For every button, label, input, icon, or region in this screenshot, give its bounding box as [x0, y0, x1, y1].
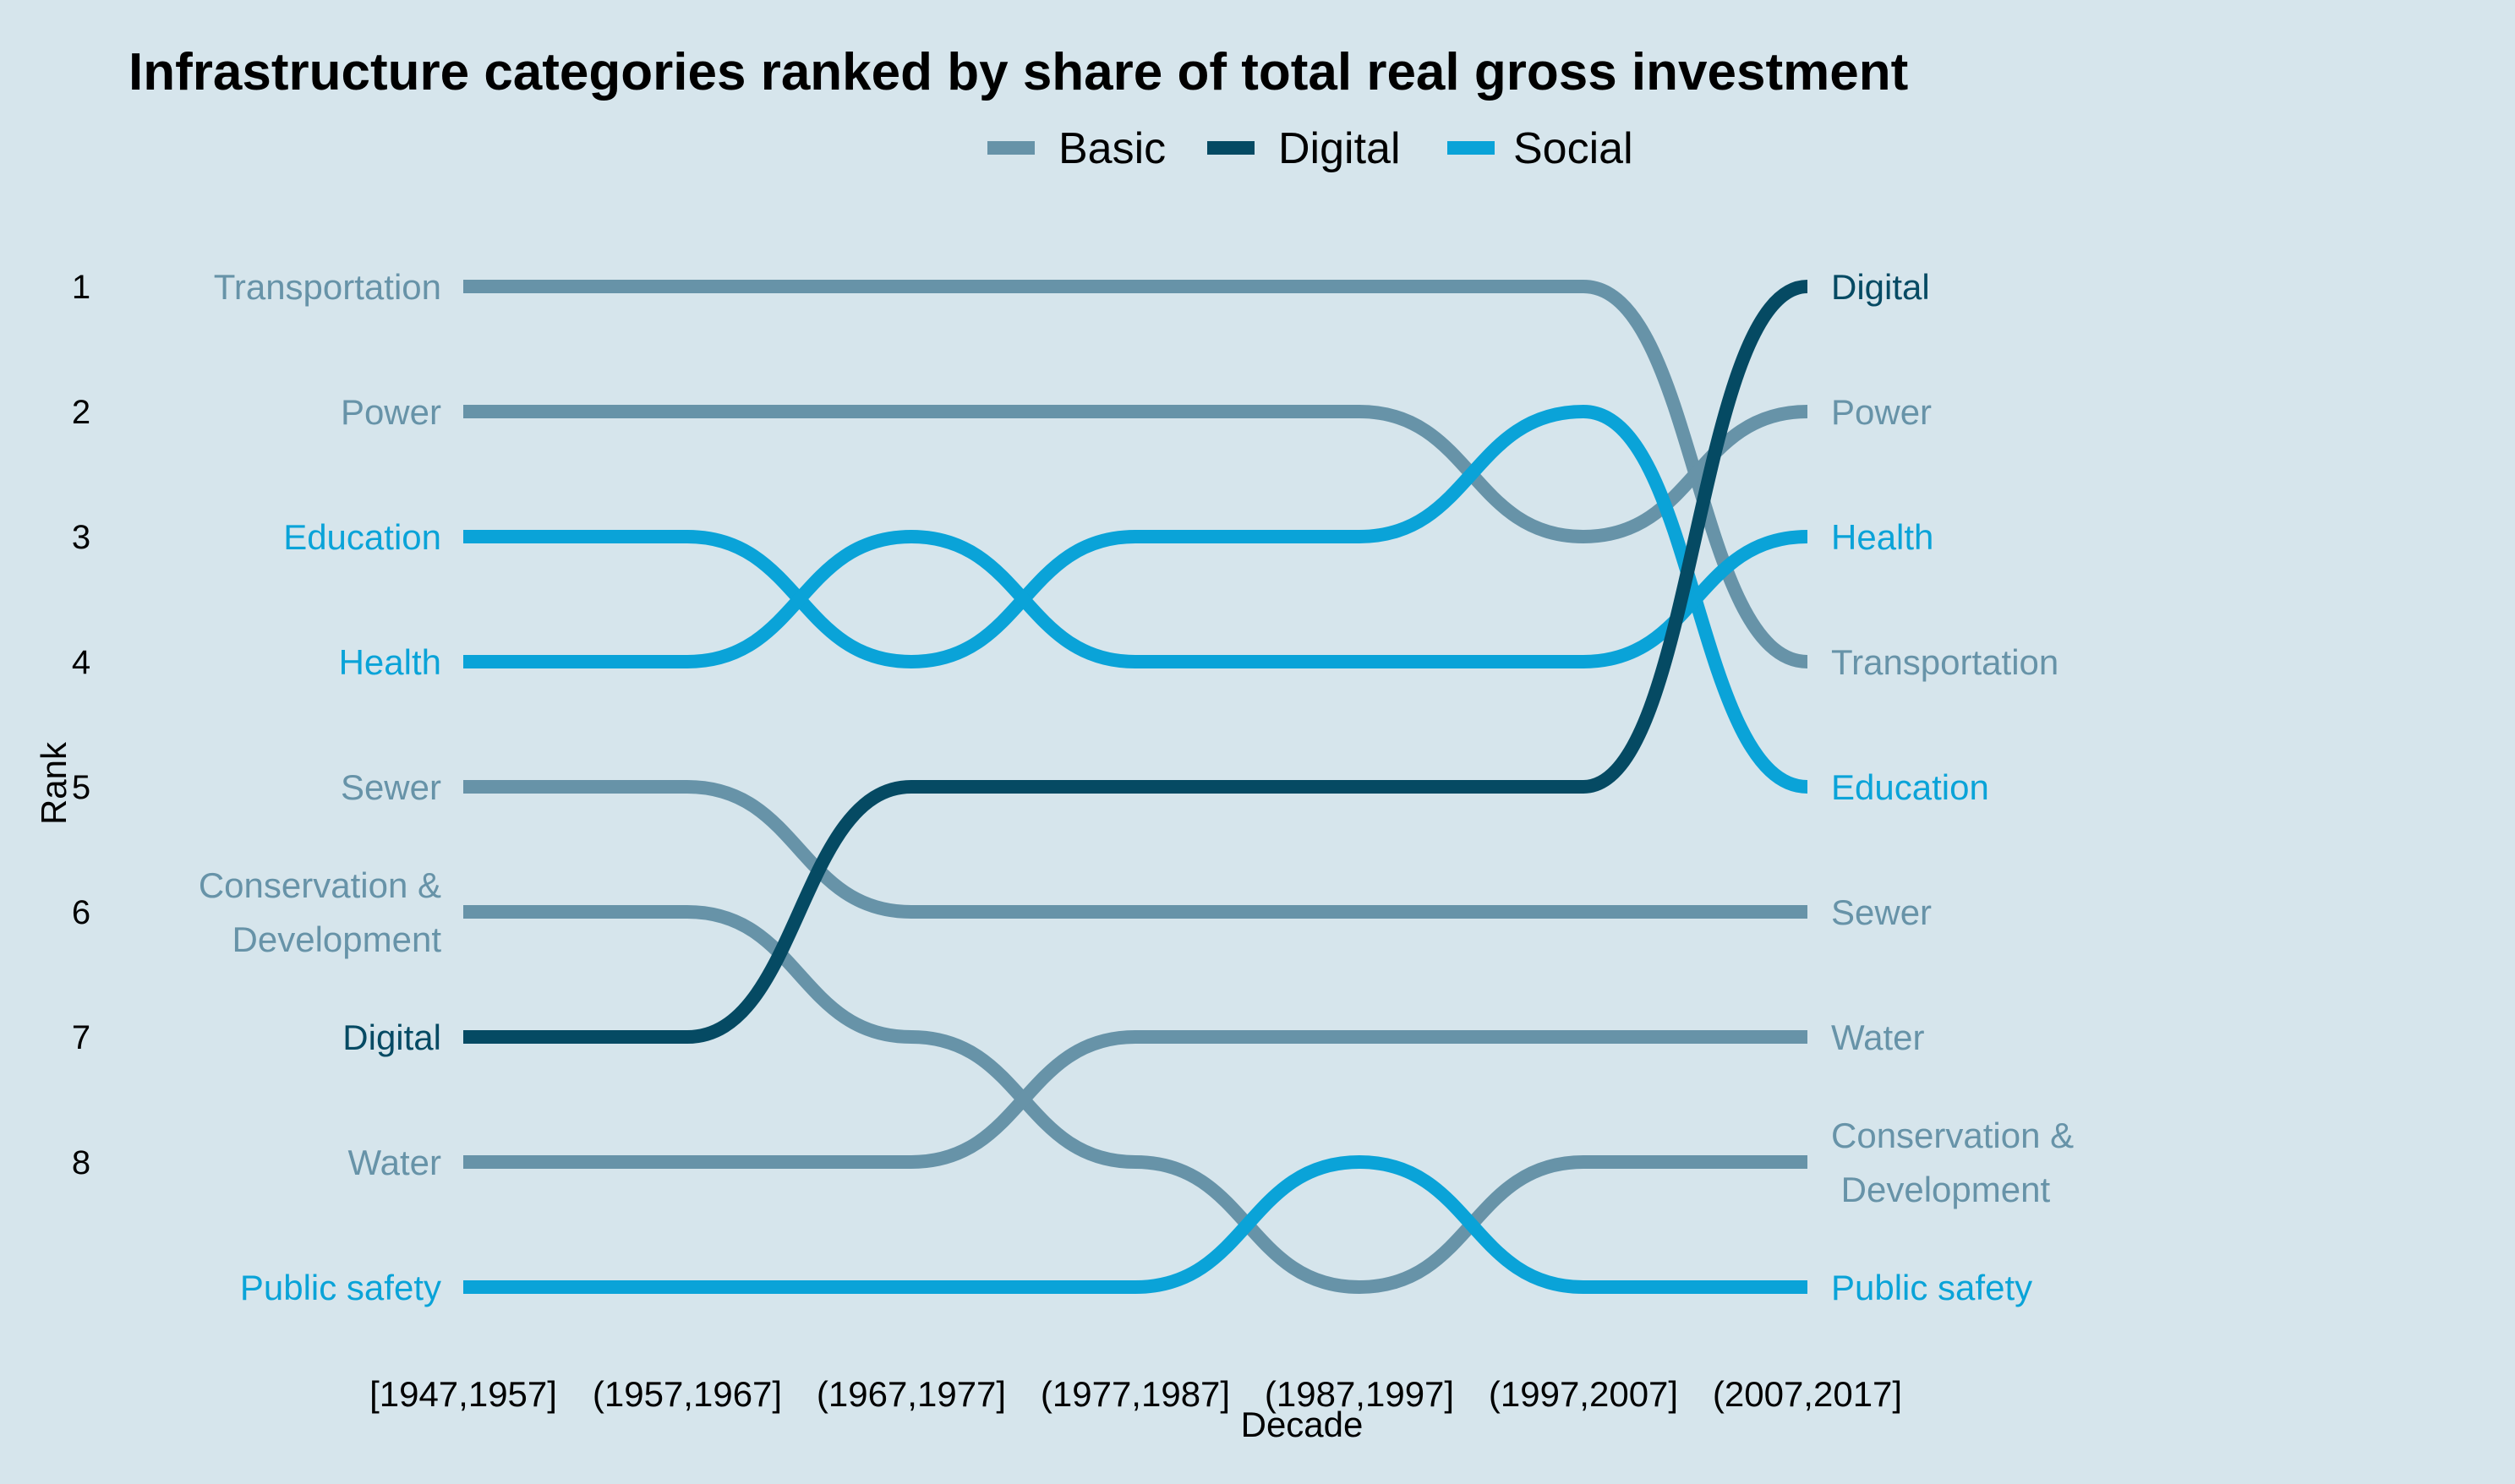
x-axis: [1947,1957] (1957,1967] (1967,1977] (1977,1…: [369, 1374, 1902, 1414]
start-label-transportation: Transportation: [214, 267, 441, 307]
series-line-public-safety: [463, 1155, 1807, 1294]
x-tick-label: (1997,2007]: [1489, 1374, 1678, 1414]
series-line-water: [463, 1030, 1807, 1169]
rank-axis: 1 2 3 4 5 6 7 8: [72, 269, 90, 1181]
end-label-water: Water: [1831, 1018, 1924, 1057]
end-label-conservation-and-development: Conservation &: [1831, 1116, 2074, 1155]
series-line-education: [463, 405, 1808, 794]
series-layer: [463, 280, 1808, 1294]
end-label-power: Power: [1831, 392, 1932, 432]
rank-tick-label: 7: [72, 1019, 90, 1056]
start-label-conservation-and-development: Development: [232, 919, 442, 959]
start-label-water: Water: [348, 1143, 441, 1182]
x-tick-label: (2007,2017]: [1713, 1374, 1902, 1414]
end-label-education: Education: [1831, 767, 1989, 807]
rank-tick-label: 8: [72, 1144, 90, 1181]
rank-tick-label: 5: [72, 769, 90, 806]
end-label-digital: Digital: [1831, 267, 1930, 307]
start-label-sewer: Sewer: [341, 767, 441, 807]
legend-label-digital: Digital: [1278, 124, 1401, 173]
rank-tick-label: 3: [72, 519, 90, 556]
rank-tick-label: 2: [72, 394, 90, 431]
start-label-public-safety: Public safety: [240, 1268, 441, 1307]
end-label-public-safety: Public safety: [1831, 1268, 2032, 1307]
series-line-power: [463, 405, 1808, 543]
series-line-sewer: [463, 780, 1807, 919]
end-label-health: Health: [1831, 517, 1933, 557]
end-label-sewer: Sewer: [1831, 892, 1932, 932]
x-tick-label: (1957,1967]: [593, 1374, 782, 1414]
start-labels: Transportation Power Education Health Sewer C…: [199, 267, 441, 1307]
start-label-education: Education: [283, 517, 441, 557]
legend-label-basic: Basic: [1058, 124, 1166, 173]
y-axis-title: Rank: [34, 741, 74, 825]
chart-title: Infrastructure categories ranked by shar…: [128, 43, 1908, 101]
series-line-health: [463, 530, 1808, 668]
start-label-digital: Digital: [342, 1018, 441, 1057]
rank-tick-label: 1: [72, 269, 90, 306]
legend-label-social: Social: [1513, 124, 1633, 173]
end-label-conservation-and-development: Development: [1831, 1170, 2050, 1209]
legend: Basic Digital Social: [987, 124, 1633, 173]
x-axis-title: Decade: [1241, 1405, 1364, 1444]
x-tick-label: (1977,1987]: [1041, 1374, 1230, 1414]
x-tick-label: (1967,1977]: [817, 1374, 1006, 1414]
end-labels: Transportation Power Education Health Sewer C…: [1831, 267, 2074, 1307]
start-label-power: Power: [341, 392, 441, 432]
end-label-transportation: Transportation: [1831, 642, 2058, 682]
series-line-transportation: [463, 280, 1808, 668]
start-label-health: Health: [339, 642, 441, 682]
start-label-conservation-and-development: Conservation &: [199, 865, 441, 905]
x-tick-label: [1947,1957]: [369, 1374, 557, 1414]
x-tick-label: (1987,1997]: [1265, 1374, 1454, 1414]
rank-tick-label: 4: [72, 644, 90, 681]
series-line-conservation-and-development: [463, 905, 1807, 1294]
series-line-digital: [463, 280, 1808, 1044]
rank-tick-label: 6: [72, 894, 90, 931]
